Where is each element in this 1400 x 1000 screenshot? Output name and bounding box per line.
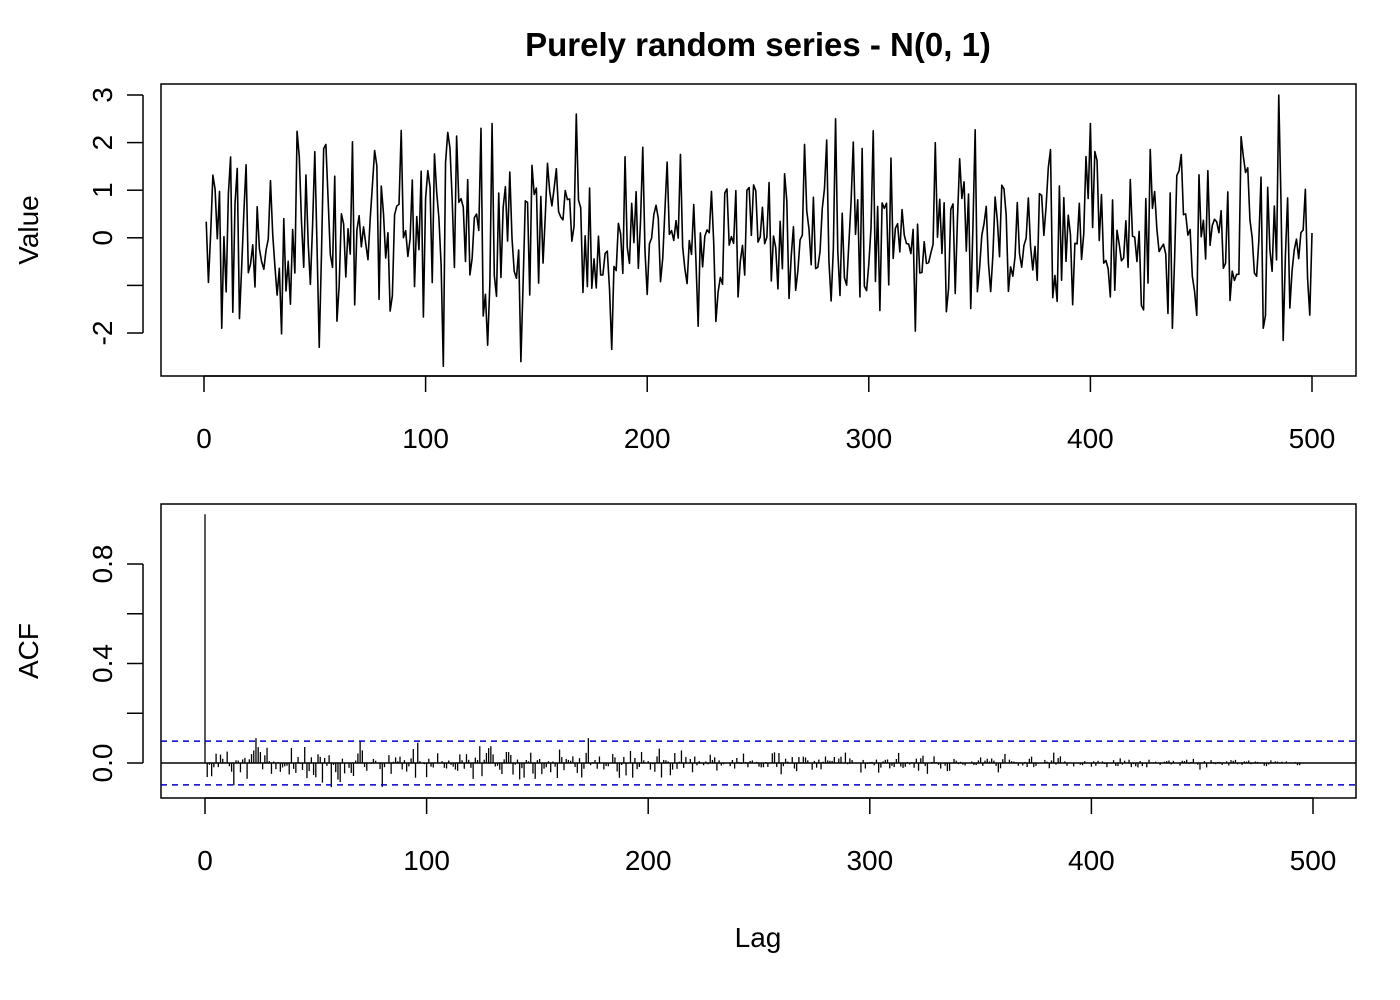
- acf-y-tick-label: 0.4: [87, 644, 118, 683]
- acf-x-tick-label: 200: [625, 845, 672, 876]
- series-title: Purely random series - N(0, 1): [525, 26, 991, 63]
- acf-y-tick-label: 0.8: [87, 545, 118, 584]
- series-x-tick-label: 400: [1067, 423, 1114, 454]
- series-panel: Purely random series - N(0, 1) 0 100 200 30…: [13, 26, 1357, 454]
- acf-x-label: Lag: [735, 922, 782, 953]
- acf-panel: 0 100 200 300 400 500 0.0 0.4 0.8 ACF Lag: [13, 503, 1357, 953]
- series-x-axis: 0 100 200 300 400 500: [196, 375, 1336, 454]
- series-y-tick-label: 0: [87, 230, 118, 246]
- acf-x-tick-label: 500: [1290, 845, 1337, 876]
- acf-y-tick-label: 0.0: [87, 744, 118, 783]
- series-x-tick-label: 100: [402, 423, 449, 454]
- acf-x-axis: 0 100 200 300 400 500: [197, 797, 1337, 876]
- series-x-tick-label: 500: [1289, 423, 1336, 454]
- series-line: [205, 94, 1313, 368]
- series-x-tick-label: 300: [845, 423, 892, 454]
- acf-x-tick-label: 400: [1068, 845, 1115, 876]
- acf-x-tick-label: 100: [403, 845, 450, 876]
- series-x-tick-label: 200: [624, 423, 671, 454]
- series-x-tick-label: 0: [196, 423, 212, 454]
- series-y-tick-label: 3: [87, 87, 118, 103]
- acf-x-tick-label: 0: [197, 845, 213, 876]
- acf-y-label: ACF: [13, 623, 44, 679]
- series-y-axis: -2 0 1 2 3: [87, 87, 144, 346]
- series-y-tick-label: -2: [87, 321, 118, 346]
- acf-y-axis: 0.0 0.4 0.8: [87, 545, 144, 783]
- series-y-label: Value: [13, 195, 44, 265]
- acf-x-tick-label: 300: [846, 845, 893, 876]
- series-y-tick-label: 2: [87, 135, 118, 151]
- series-y-tick-label: 1: [87, 182, 118, 198]
